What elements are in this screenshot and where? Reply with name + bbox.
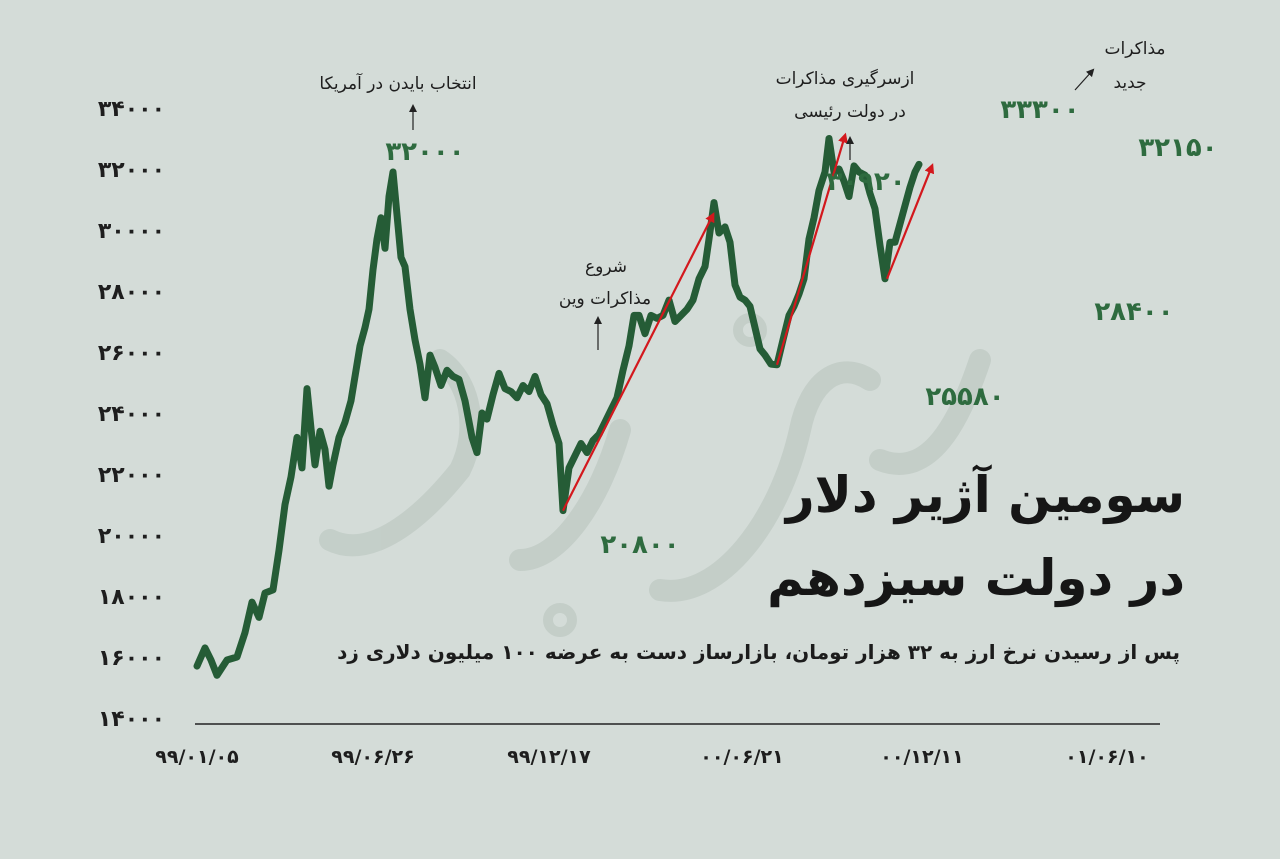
value-label: ۲۵۵۸۰ [925,382,1004,412]
value-label: ۲۰۸۰۰ [600,530,679,560]
x-tick-label: ۰۰/۰۶/۲۱ [700,746,783,768]
value-label: ۲۸۴۰۰ [1094,297,1173,327]
annotation-text: مذاکرات [1105,39,1166,59]
x-tick-label: ۰۱/۰۶/۱۰ [1065,746,1148,768]
chart-subtitle: پس از رسیدن نرخ ارز به ۳۲ هزار تومان، با… [337,640,1180,664]
value-label: ۳۲۱۵۰ [1138,133,1217,163]
annotation-text: ازسرگیری مذاکرات [776,68,915,89]
annotation-text: انتخاب بایدن در آمریکا [319,72,476,94]
y-tick-label: ۲۶۰۰۰ [98,341,165,366]
y-tick-label: ۱۸۰۰۰ [98,585,165,610]
chart-title-line1: سومین آژیر دلار [785,466,1185,524]
y-tick-label: ۳۴۰۰۰ [98,97,165,122]
y-tick-label: ۲۴۰۰۰ [98,402,165,427]
annotation-text: شروع [585,257,627,277]
x-tick-label: ۹۹/۱۲/۱۷ [507,746,591,768]
chart-title-line2: در دولت سیزدهم [767,549,1185,607]
annotation-text: در دولت رئیسی [794,102,906,122]
y-tick-label: ۱۴۰۰۰ [98,707,165,732]
annotation-text: جدید [1113,73,1146,93]
value-label: ۳۳۳۰۰ [1000,95,1079,125]
y-tick-label: ۲۲۰۰۰ [98,463,165,488]
annotation-text: مذاکرات وین [559,289,651,309]
value-label: ۳۰۹۲۰ [826,167,905,197]
x-tick-label: ۹۹/۰۶/۲۶ [331,746,414,768]
trend-arrow [562,212,715,512]
y-tick-label: ۱۶۰۰۰ [98,646,165,671]
y-tick-label: ۳۰۰۰۰ [98,219,165,244]
trend-arrow [775,132,848,366]
x-tick-label: ۹۹/۰۱/۰۵ [155,746,239,768]
x-tick-label: ۰۰/۱۲/۱۱ [880,746,963,768]
y-tick-label: ۲۰۰۰۰ [98,524,165,549]
y-tick-label: ۲۸۰۰۰ [98,280,165,305]
trend-arrow [885,163,935,280]
y-tick-label: ۳۲۰۰۰ [98,158,165,183]
value-label: ۳۲۰۰۰ [385,137,464,167]
annotation-arrow [1074,68,1095,91]
